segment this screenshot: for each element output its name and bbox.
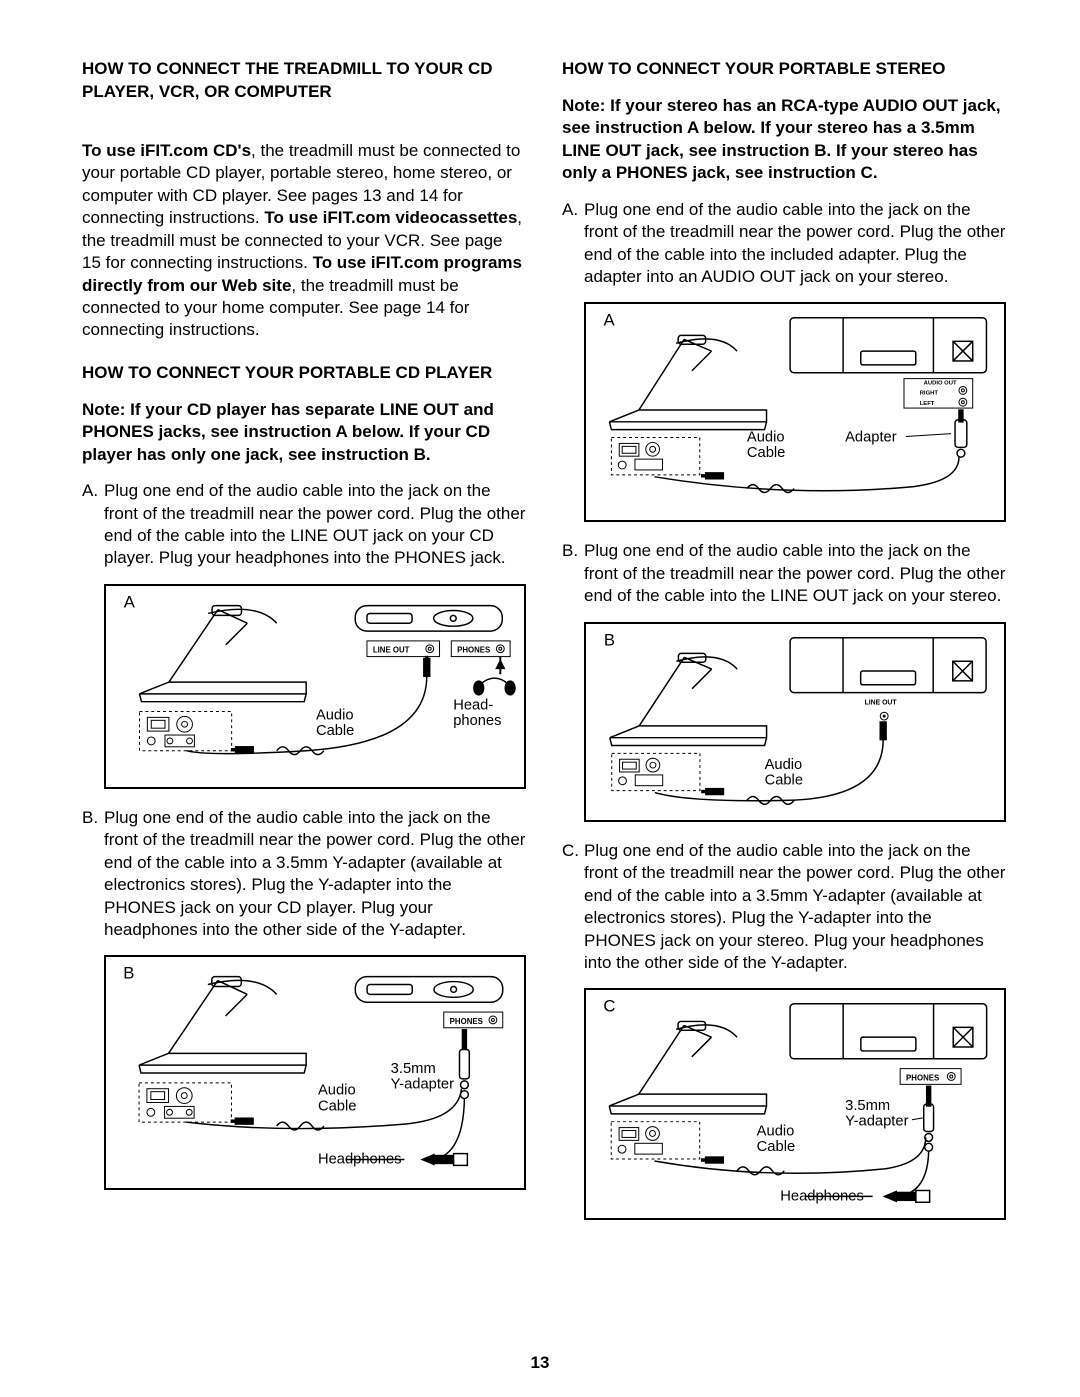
- cd-player-icon: [355, 605, 502, 630]
- svg-text:B: B: [604, 630, 615, 649]
- y-adapter-icon: [459, 1030, 469, 1099]
- svg-text:Y-adapter: Y-adapter: [391, 1077, 454, 1093]
- step-letter: B.: [82, 807, 104, 942]
- svg-text:Audio: Audio: [765, 757, 803, 773]
- figure-cd-a: A: [104, 584, 526, 789]
- left-column: HOW TO CONNECT THE TREADMILL TO YOUR CD …: [82, 58, 526, 1238]
- svg-text:AUDIO OUT: AUDIO OUT: [924, 381, 957, 387]
- svg-text:Audio: Audio: [747, 430, 785, 446]
- audio-cable-label: Audio: [316, 707, 354, 723]
- treadmill-icon: [609, 1022, 766, 1114]
- svg-text:Audio: Audio: [757, 1124, 795, 1140]
- step-letter: A.: [82, 480, 104, 570]
- input-panel: [139, 1083, 231, 1122]
- svg-text:Cable: Cable: [316, 723, 354, 739]
- stereo-step-c: C. Plug one end of the audio cable into …: [562, 840, 1006, 975]
- svg-text:Cable: Cable: [765, 772, 803, 788]
- svg-text:Audio: Audio: [318, 1083, 356, 1099]
- cd-player-note: Note: If your CD player has separate LIN…: [82, 399, 526, 466]
- figure-stereo-c: C: [584, 988, 1006, 1220]
- stereo-icon: [790, 637, 986, 692]
- cd-player-heading: HOW TO CONNECT YOUR PORTABLE CD PLAYER: [82, 362, 526, 385]
- cd-step-b: B. Plug one end of the audio cable into …: [82, 807, 526, 942]
- svg-text:3.5mm: 3.5mm: [391, 1061, 436, 1077]
- cd-step-a: A. Plug one end of the audio cable into …: [82, 480, 526, 570]
- lineout-label: LINE OUT: [373, 645, 410, 654]
- cd-player-icon: [355, 977, 502, 1003]
- adapter-icon: [955, 410, 967, 457]
- step-text: Plug one end of the audio cable into the…: [584, 540, 1006, 607]
- step-text: Plug one end of the audio cable into the…: [104, 807, 526, 942]
- treadmill-icon: [139, 977, 306, 1073]
- step-letter: B.: [562, 540, 584, 607]
- fig-letter: A: [124, 592, 136, 611]
- svg-text:phones: phones: [453, 713, 501, 729]
- fig-letter: B: [123, 964, 134, 983]
- phones-label: PHONES: [457, 645, 490, 654]
- left-main-heading: HOW TO CONNECT THE TREADMILL TO YOUR CD …: [82, 58, 526, 104]
- svg-text:LEFT: LEFT: [920, 402, 935, 408]
- right-column: HOW TO CONNECT YOUR PORTABLE STEREO Note…: [562, 58, 1006, 1238]
- right-main-heading: HOW TO CONNECT YOUR PORTABLE STEREO: [562, 58, 1006, 81]
- treadmill-icon: [139, 605, 306, 701]
- step-text: Plug one end of the audio cable into the…: [104, 480, 526, 570]
- svg-text:Headphones: Headphones: [780, 1189, 864, 1205]
- svg-text:Cable: Cable: [318, 1099, 357, 1115]
- treadmill-icon: [610, 653, 767, 745]
- svg-text:Cable: Cable: [757, 1140, 796, 1156]
- audio-cable: [187, 656, 430, 754]
- step-text: Plug one end of the audio cable into the…: [584, 199, 1006, 289]
- treadmill-icon: [609, 336, 766, 430]
- svg-text:Headphones: Headphones: [318, 1152, 402, 1168]
- stereo-icon: [790, 1004, 987, 1059]
- svg-text:A: A: [604, 311, 616, 330]
- figure-stereo-a: A: [584, 302, 1006, 522]
- stereo-icon: [790, 318, 986, 373]
- stereo-step-a: A. Plug one end of the audio cable into …: [562, 199, 1006, 289]
- svg-text:3.5mm: 3.5mm: [845, 1098, 890, 1114]
- svg-text:LINE OUT: LINE OUT: [865, 699, 898, 706]
- figure-cd-b: B: [104, 955, 526, 1190]
- page-number: 13: [0, 1353, 1080, 1373]
- step-letter: A.: [562, 199, 584, 289]
- step-text: Plug one end of the audio cable into the…: [584, 840, 1006, 975]
- input-panel: [612, 753, 700, 790]
- svg-text:Y-adapter: Y-adapter: [845, 1114, 908, 1130]
- svg-text:PHONES: PHONES: [906, 1074, 939, 1083]
- left-intro-paragraph: To use iFIT.com CD's, the treadmill must…: [82, 140, 526, 342]
- figure-stereo-b: B: [584, 622, 1006, 822]
- page-columns: HOW TO CONNECT THE TREADMILL TO YOUR CD …: [82, 58, 1006, 1238]
- stereo-step-b: B. Plug one end of the audio cable into …: [562, 540, 1006, 607]
- input-panel: [139, 711, 231, 750]
- input-panel: [611, 438, 699, 475]
- headphones-icon: [474, 656, 515, 694]
- svg-text:Cable: Cable: [747, 446, 785, 462]
- input-panel: [611, 1122, 699, 1159]
- svg-text:RIGHT: RIGHT: [920, 391, 939, 397]
- stereo-note: Note: If your stereo has an RCA-type AUD…: [562, 95, 1006, 185]
- headphones-label: Head-: [453, 697, 493, 713]
- step-letter: C.: [562, 840, 584, 975]
- svg-text:C: C: [603, 997, 615, 1016]
- svg-text:PHONES: PHONES: [450, 1017, 483, 1026]
- svg-text:Adapter: Adapter: [845, 430, 897, 446]
